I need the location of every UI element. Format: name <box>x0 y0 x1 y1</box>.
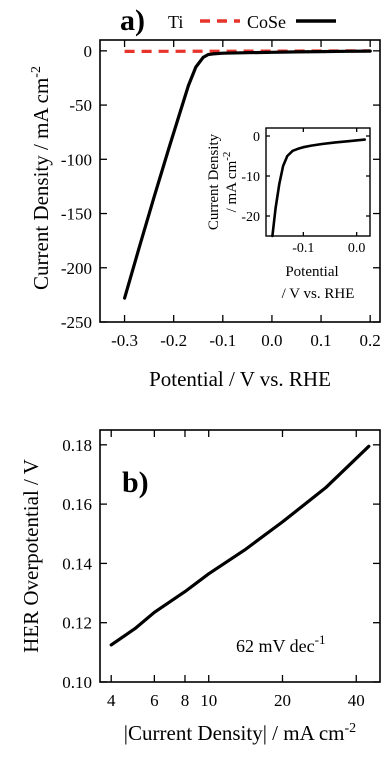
inset-ticks: -0.1 0.0 0 -10 -20 <box>241 128 370 256</box>
panel-a-x-tick-label: -0.1 <box>209 331 236 350</box>
panel-b-x-tick-label: 4 <box>107 691 116 710</box>
panel-a-y-tick-label: -250 <box>61 313 92 332</box>
legend-label-cose: CoSe <box>247 12 286 32</box>
panel-b-y-tick-label: 0.12 <box>62 614 92 633</box>
inset-x-axis-title-line2: / V vs. RHE <box>282 286 355 302</box>
inset-x-tick-label: 0.0 <box>348 241 366 256</box>
panel-a-x-axis-title: Potential / V vs. RHE <box>149 367 331 391</box>
inset-y-axis-title-sup: -2 <box>221 152 233 161</box>
inset-y-axis-title-line1: Current Density <box>206 133 222 230</box>
panel-b-y-tick-label: 0.18 <box>62 436 92 455</box>
panel-b-plot-frame <box>99 429 381 683</box>
panel-a-y-tick-label: -150 <box>61 205 92 224</box>
panel-a-y-tick-label: -200 <box>61 259 92 278</box>
legend-label-ti: Ti <box>168 12 183 32</box>
panel-b-x-tick-label: 6 <box>150 691 159 710</box>
panel-b-label: b) <box>122 466 149 499</box>
panel-b-series-cose <box>109 444 371 647</box>
legend: Ti CoSe <box>168 12 336 32</box>
panel-b-series <box>109 444 371 647</box>
panel-a-y-tick-label: -100 <box>61 150 92 169</box>
panel-a-x-tick-label: 0.2 <box>360 331 381 350</box>
panel-a-label: a) <box>120 4 145 37</box>
inset-y-tick-label: 0 <box>253 130 260 145</box>
panel-a-x-tick-label: -0.2 <box>160 331 187 350</box>
panel-b-x-tick-label: 40 <box>348 691 365 710</box>
inset-y-axis-title-line2: / mA cm-2 <box>221 152 240 213</box>
inset-y-tick-label: -10 <box>241 170 260 185</box>
panel-b-y-tick-label: 0.10 <box>62 673 92 692</box>
panel-a-y-axis-title: Current Density / mA cm-2 <box>29 66 53 290</box>
inset-series-cose <box>271 138 367 238</box>
panel-a-x-tick-label: 0.0 <box>261 331 282 350</box>
panel-b-x-axis-title: |Current Density| / mA cm-2 <box>124 721 356 745</box>
panel-a-ticks: -0.3 -0.2 -0.1 0.0 0.1 0.20-50-100-150-200-25… <box>61 40 381 350</box>
panel-b-x-axis-title-sup: -2 <box>345 721 357 736</box>
panel-a-y-tick-label: -50 <box>69 96 92 115</box>
slope-annotation: 62 mV dec-1 <box>236 632 326 656</box>
panel-b-ticks: 4 6 8 10 20 40 0.10 0.12 0.14 0.16 0.18 <box>62 430 380 710</box>
panel-a-x-tick-label: -0.3 <box>111 331 138 350</box>
panel-a-x-tick-label: 0.1 <box>310 331 331 350</box>
inset: -0.1 0.0 0 -10 -20 Potential / V vs. RHE Cur… <box>206 127 371 302</box>
panel-b-x-tick-label: 8 <box>181 691 190 710</box>
panel-a-plot-frame <box>99 39 381 323</box>
slope-annotation-sup: -1 <box>315 632 326 647</box>
panel-a-y-axis-title-sup: -2 <box>29 66 44 78</box>
panel-a-series-cose <box>122 49 372 300</box>
panel-a-series <box>122 49 372 300</box>
panel-b-x-tick-label: 10 <box>200 691 217 710</box>
inset-y-tick-label: -20 <box>241 210 260 225</box>
panel-b-y-axis-title: HER Overpotential / V <box>19 459 43 653</box>
inset-x-tick-label: -0.1 <box>292 241 314 256</box>
panel-b-x-tick-label: 20 <box>274 691 291 710</box>
panel-a-y-tick-label: 0 <box>84 42 93 61</box>
inset-x-axis-title-line1: Potential <box>285 264 338 280</box>
panel-b: b) 4 6 8 10 20 40 0.10 0.12 0.14 0.16 0.18 62 mV d… <box>19 429 381 745</box>
inset-series <box>271 138 367 238</box>
panel-b-y-tick-label: 0.14 <box>62 554 92 573</box>
inset-plot-frame <box>265 127 371 237</box>
panel-a: a) Ti CoSe -0.3 -0.2 -0.1 0.0 0.1 0.20-50-100… <box>29 4 381 391</box>
panel-b-y-tick-label: 0.16 <box>62 495 92 514</box>
